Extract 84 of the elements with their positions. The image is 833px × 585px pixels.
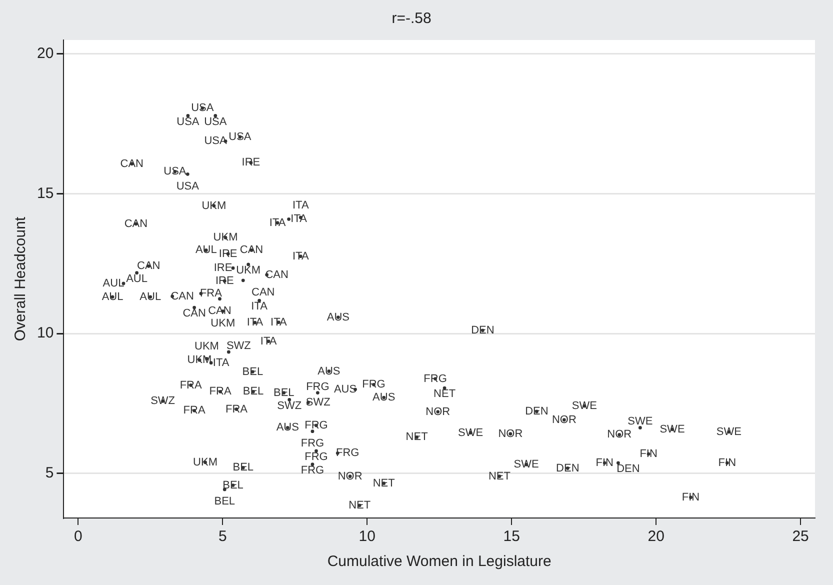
data-label: ITA (251, 300, 268, 313)
data-label: ITA (260, 335, 278, 348)
data-label: ITA (269, 216, 286, 229)
x-tick-label: 25 (792, 528, 809, 546)
data-label: AUS (372, 392, 396, 404)
data-label: SWZ (306, 396, 331, 409)
data-label: CAN (137, 260, 160, 272)
data-label: SWE (716, 426, 742, 438)
data-label: NOR (498, 428, 523, 440)
data-label: UKM (210, 317, 236, 330)
x-tick-label: 15 (503, 528, 520, 546)
data-label: NET (488, 470, 511, 482)
y-tick-label: 10 (36, 324, 54, 342)
data-label: BEL (214, 496, 236, 508)
data-label: UKM (236, 264, 261, 277)
data-label: NET (372, 477, 396, 490)
data-label: SWE (572, 400, 597, 412)
x-axis-title: Cumulative Women in Legislature (327, 553, 552, 570)
data-label: FRG (300, 464, 324, 476)
data-label: ITA (292, 250, 310, 262)
data-label: NET (406, 431, 428, 444)
data-label: AUS (326, 311, 350, 324)
data-label: CAN (265, 268, 288, 281)
data-label: SWE (514, 458, 539, 471)
data-label: SWZ (277, 400, 302, 412)
data-label: CAN (124, 218, 148, 230)
data-label: CAN (182, 308, 206, 320)
data-label: ITA (246, 316, 264, 329)
data-label: SWE (458, 426, 484, 439)
data-label: ITA (270, 316, 288, 328)
data-label: AUS (318, 365, 340, 378)
data-label: CAN (208, 304, 232, 317)
data-label: USA (228, 131, 252, 144)
chart-title: r=-.58 (392, 10, 432, 28)
data-label: NOR (426, 406, 450, 418)
data-label: BEL (232, 462, 254, 474)
data-label: USA (164, 166, 187, 178)
data-label: BEL (242, 386, 264, 398)
data-label: FRG (304, 450, 328, 463)
x-tick-label: 0 (74, 528, 82, 546)
data-label: NET (434, 388, 456, 400)
data-label: FRG (306, 380, 330, 393)
data-label: NOR (338, 470, 362, 482)
y-tick-label: 15 (36, 184, 54, 202)
data-label: AUL (195, 244, 217, 256)
data-label: CAN (252, 286, 275, 299)
x-tick-label: 5 (218, 528, 227, 546)
data-label: AUS (276, 422, 299, 434)
data-label: CAN (240, 244, 264, 256)
data-label: AUL (102, 290, 124, 303)
data-label: AUL (140, 290, 162, 303)
data-label: USA (176, 180, 200, 192)
data-label: DEN (616, 463, 640, 476)
data-label: USA (191, 102, 214, 114)
x-tick-label: 20 (648, 528, 664, 546)
data-label: NOR (552, 414, 576, 426)
data-label: BEL (242, 366, 264, 378)
x-tick-label: 10 (358, 528, 376, 546)
data-label: UKM (194, 340, 219, 353)
data-label: NOR (607, 428, 632, 441)
data-label: FRG (300, 437, 324, 450)
data-label: ITA (290, 213, 308, 226)
data-label: DEN (471, 324, 494, 336)
data-label: USA (204, 116, 228, 128)
data-label: SWE (660, 423, 685, 436)
data-label: UKM (202, 200, 226, 212)
data-label: BEL (273, 386, 294, 399)
data-label: ITA (292, 199, 310, 212)
y-tick-label: 20 (36, 45, 54, 62)
data-label: IRE (214, 262, 232, 274)
y-tick-label: 5 (45, 464, 54, 482)
data-label: USA (176, 116, 200, 128)
data-label: NET (348, 499, 371, 512)
data-label: SWE (628, 416, 653, 428)
data-label: DEN (525, 406, 548, 418)
data-label: AUL (102, 278, 124, 290)
data-label: SWZ (150, 395, 176, 408)
y-axis-title: Overall Headcount (12, 216, 30, 342)
data-label: AUL (126, 272, 148, 285)
data-label: SWZ (226, 340, 252, 352)
data-label: DEN (556, 462, 580, 474)
data-label: CAN (120, 158, 144, 170)
data-label: UKM (213, 232, 238, 244)
data-label: ITA (212, 356, 230, 369)
